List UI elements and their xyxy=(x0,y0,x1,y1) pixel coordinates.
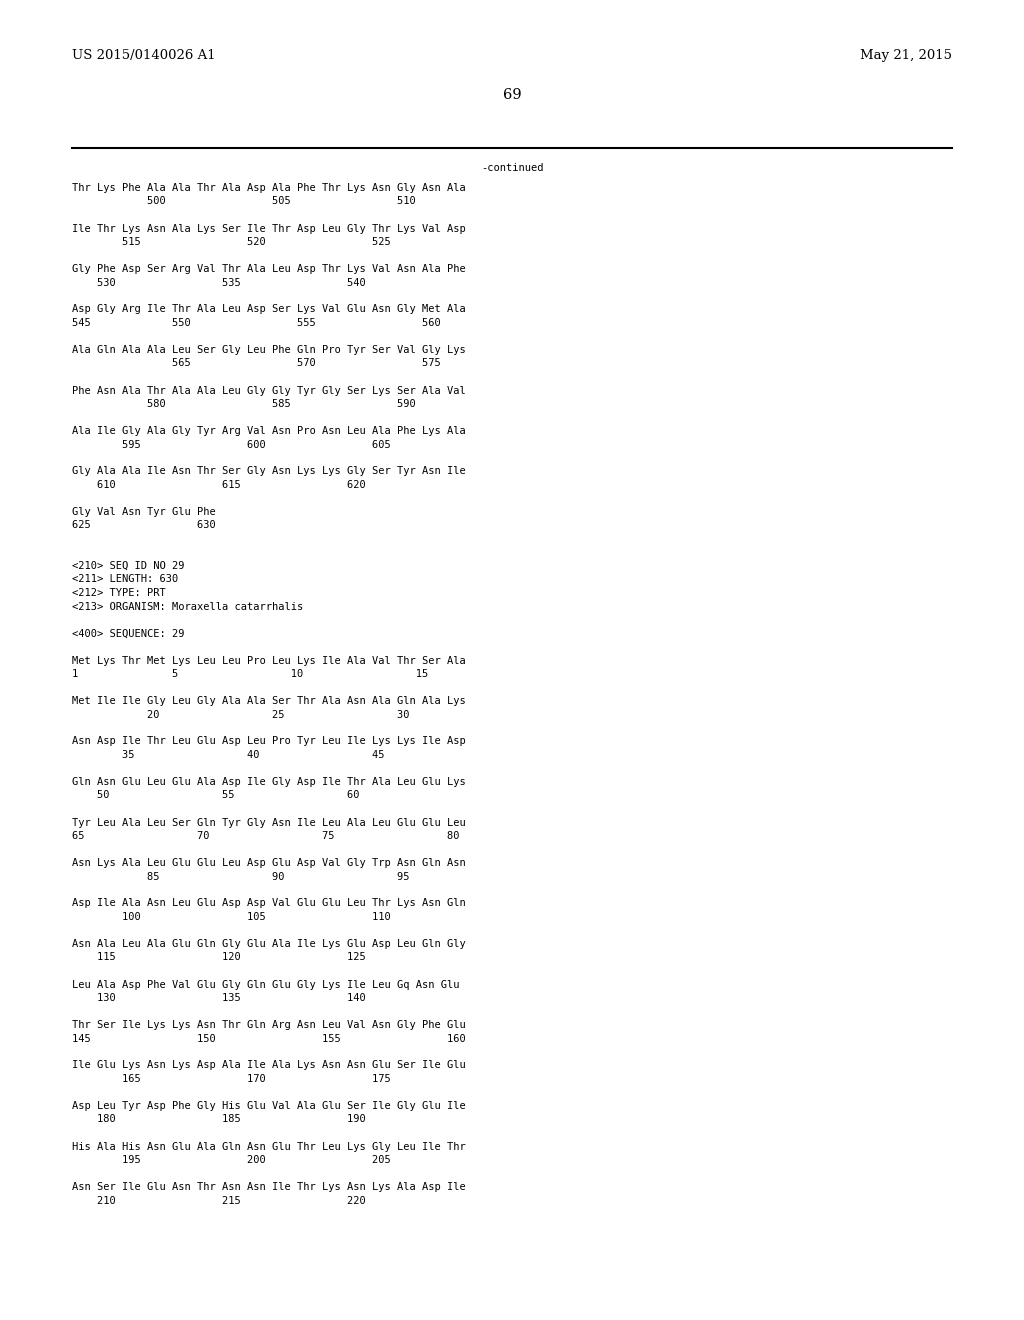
Text: 35                  40                  45: 35 40 45 xyxy=(72,750,384,760)
Text: 165                 170                 175: 165 170 175 xyxy=(72,1074,391,1084)
Text: Ala Gln Ala Ala Leu Ser Gly Leu Phe Gln Pro Tyr Ser Val Gly Lys: Ala Gln Ala Ala Leu Ser Gly Leu Phe Gln … xyxy=(72,345,466,355)
Text: 515                 520                 525: 515 520 525 xyxy=(72,238,391,247)
Text: 195                 200                 205: 195 200 205 xyxy=(72,1155,391,1166)
Text: 20                  25                  30: 20 25 30 xyxy=(72,710,410,719)
Text: Asp Leu Tyr Asp Phe Gly His Glu Val Ala Glu Ser Ile Gly Glu Ile: Asp Leu Tyr Asp Phe Gly His Glu Val Ala … xyxy=(72,1101,466,1111)
Text: 115                 120                 125: 115 120 125 xyxy=(72,953,366,962)
Text: 580                 585                 590: 580 585 590 xyxy=(72,399,416,409)
Text: Thr Ser Ile Lys Lys Asn Thr Gln Arg Asn Leu Val Asn Gly Phe Glu: Thr Ser Ile Lys Lys Asn Thr Gln Arg Asn … xyxy=(72,1020,466,1030)
Text: Ala Ile Gly Ala Gly Tyr Arg Val Asn Pro Asn Leu Ala Phe Lys Ala: Ala Ile Gly Ala Gly Tyr Arg Val Asn Pro … xyxy=(72,426,466,436)
Text: Met Lys Thr Met Lys Leu Leu Pro Leu Lys Ile Ala Val Thr Ser Ala: Met Lys Thr Met Lys Leu Leu Pro Leu Lys … xyxy=(72,656,466,665)
Text: 210                 215                 220: 210 215 220 xyxy=(72,1196,366,1205)
Text: 1               5                  10                  15: 1 5 10 15 xyxy=(72,669,428,678)
Text: 65                  70                  75                  80: 65 70 75 80 xyxy=(72,832,460,841)
Text: 500                 505                 510: 500 505 510 xyxy=(72,197,416,206)
Text: Gly Val Asn Tyr Glu Phe: Gly Val Asn Tyr Glu Phe xyxy=(72,507,216,517)
Text: Phe Asn Ala Thr Ala Ala Leu Gly Gly Tyr Gly Ser Lys Ser Ala Val: Phe Asn Ala Thr Ala Ala Leu Gly Gly Tyr … xyxy=(72,385,466,396)
Text: US 2015/0140026 A1: US 2015/0140026 A1 xyxy=(72,49,216,62)
Text: 85                  90                  95: 85 90 95 xyxy=(72,871,410,882)
Text: 565                 570                 575: 565 570 575 xyxy=(72,359,440,368)
Text: 100                 105                 110: 100 105 110 xyxy=(72,912,391,921)
Text: 50                  55                  60: 50 55 60 xyxy=(72,791,359,800)
Text: <400> SEQUENCE: 29: <400> SEQUENCE: 29 xyxy=(72,628,184,639)
Text: 610                 615                 620: 610 615 620 xyxy=(72,480,366,490)
Text: Met Ile Ile Gly Leu Gly Ala Ala Ser Thr Ala Asn Ala Gln Ala Lys: Met Ile Ile Gly Leu Gly Ala Ala Ser Thr … xyxy=(72,696,466,706)
Text: 625                 630: 625 630 xyxy=(72,520,216,531)
Text: Gly Ala Ala Ile Asn Thr Ser Gly Asn Lys Lys Gly Ser Tyr Asn Ile: Gly Ala Ala Ile Asn Thr Ser Gly Asn Lys … xyxy=(72,466,466,477)
Text: Asn Lys Ala Leu Glu Glu Leu Asp Glu Asp Val Gly Trp Asn Gln Asn: Asn Lys Ala Leu Glu Glu Leu Asp Glu Asp … xyxy=(72,858,466,869)
Text: 145                 150                 155                 160: 145 150 155 160 xyxy=(72,1034,466,1044)
Text: Asp Ile Ala Asn Leu Glu Asp Asp Val Glu Glu Leu Thr Lys Asn Gln: Asp Ile Ala Asn Leu Glu Asp Asp Val Glu … xyxy=(72,899,466,908)
Text: <212> TYPE: PRT: <212> TYPE: PRT xyxy=(72,587,166,598)
Text: 545             550                 555                 560: 545 550 555 560 xyxy=(72,318,440,327)
Text: Gln Asn Glu Leu Glu Ala Asp Ile Gly Asp Ile Thr Ala Leu Glu Lys: Gln Asn Glu Leu Glu Ala Asp Ile Gly Asp … xyxy=(72,777,466,787)
Text: <211> LENGTH: 630: <211> LENGTH: 630 xyxy=(72,574,178,585)
Text: Thr Lys Phe Ala Ala Thr Ala Asp Ala Phe Thr Lys Asn Gly Asn Ala: Thr Lys Phe Ala Ala Thr Ala Asp Ala Phe … xyxy=(72,183,466,193)
Text: <213> ORGANISM: Moraxella catarrhalis: <213> ORGANISM: Moraxella catarrhalis xyxy=(72,602,303,611)
Text: 69: 69 xyxy=(503,88,521,102)
Text: Tyr Leu Ala Leu Ser Gln Tyr Gly Asn Ile Leu Ala Leu Glu Glu Leu: Tyr Leu Ala Leu Ser Gln Tyr Gly Asn Ile … xyxy=(72,817,466,828)
Text: Ile Thr Lys Asn Ala Lys Ser Ile Thr Asp Leu Gly Thr Lys Val Asp: Ile Thr Lys Asn Ala Lys Ser Ile Thr Asp … xyxy=(72,223,466,234)
Text: 130                 135                 140: 130 135 140 xyxy=(72,993,366,1003)
Text: His Ala His Asn Glu Ala Gln Asn Glu Thr Leu Lys Gly Leu Ile Thr: His Ala His Asn Glu Ala Gln Asn Glu Thr … xyxy=(72,1142,466,1151)
Text: 595                 600                 605: 595 600 605 xyxy=(72,440,391,450)
Text: Asn Asp Ile Thr Leu Glu Asp Leu Pro Tyr Leu Ile Lys Lys Ile Asp: Asn Asp Ile Thr Leu Glu Asp Leu Pro Tyr … xyxy=(72,737,466,747)
Text: May 21, 2015: May 21, 2015 xyxy=(860,49,952,62)
Text: Asp Gly Arg Ile Thr Ala Leu Asp Ser Lys Val Glu Asn Gly Met Ala: Asp Gly Arg Ile Thr Ala Leu Asp Ser Lys … xyxy=(72,305,466,314)
Text: Gly Phe Asp Ser Arg Val Thr Ala Leu Asp Thr Lys Val Asn Ala Phe: Gly Phe Asp Ser Arg Val Thr Ala Leu Asp … xyxy=(72,264,466,275)
Text: -continued: -continued xyxy=(480,162,544,173)
Text: Asn Ala Leu Ala Glu Gln Gly Glu Ala Ile Lys Glu Asp Leu Gln Gly: Asn Ala Leu Ala Glu Gln Gly Glu Ala Ile … xyxy=(72,939,466,949)
Text: 180                 185                 190: 180 185 190 xyxy=(72,1114,366,1125)
Text: Leu Ala Asp Phe Val Glu Gly Gln Glu Gly Lys Ile Leu Gq Asn Glu: Leu Ala Asp Phe Val Glu Gly Gln Glu Gly … xyxy=(72,979,460,990)
Text: <210> SEQ ID NO 29: <210> SEQ ID NO 29 xyxy=(72,561,184,572)
Text: 530                 535                 540: 530 535 540 xyxy=(72,277,366,288)
Text: Ile Glu Lys Asn Lys Asp Ala Ile Ala Lys Asn Asn Glu Ser Ile Glu: Ile Glu Lys Asn Lys Asp Ala Ile Ala Lys … xyxy=(72,1060,466,1071)
Text: Asn Ser Ile Glu Asn Thr Asn Asn Ile Thr Lys Asn Lys Ala Asp Ile: Asn Ser Ile Glu Asn Thr Asn Asn Ile Thr … xyxy=(72,1181,466,1192)
